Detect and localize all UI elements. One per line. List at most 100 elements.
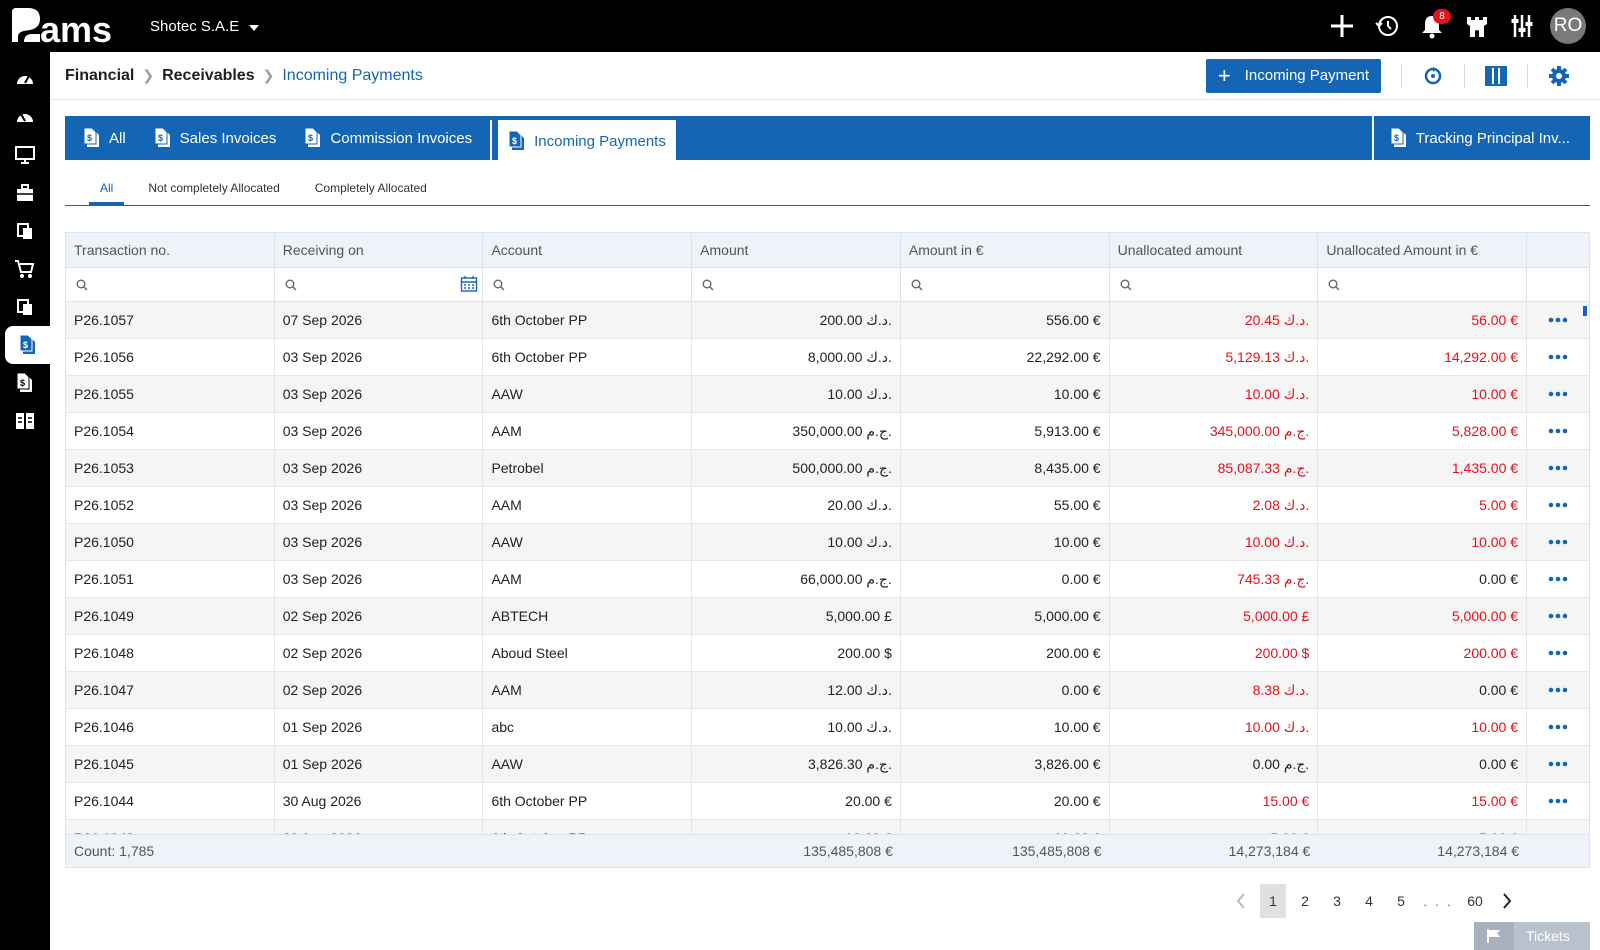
cell-unallocated-amount: 345,000.00 ج.م. bbox=[1110, 413, 1319, 449]
row-more-button[interactable] bbox=[1527, 783, 1589, 819]
sidebar-item-cart[interactable] bbox=[0, 250, 50, 288]
filter-date-input[interactable] bbox=[282, 268, 483, 301]
page-3-button[interactable]: 3 bbox=[1333, 893, 1341, 909]
cell-unallocated-amount-eur: 5.00 € bbox=[1318, 820, 1528, 834]
column-header[interactable]: Account bbox=[483, 233, 693, 267]
cell-unallocated-amount-eur: 10.00 € bbox=[1318, 524, 1528, 560]
filter-transaction-input[interactable] bbox=[74, 268, 274, 301]
sidebar-item-financial[interactable]: $ bbox=[5, 326, 50, 364]
table-row[interactable]: P26.1057 07 Sep 2026 6th October PP 200.00 … bbox=[66, 302, 1589, 339]
pagination-ellipsis: . . . bbox=[1423, 893, 1453, 909]
table-row[interactable]: P26.1044 30 Aug 2026 6th October PP 20.00 €… bbox=[66, 783, 1589, 820]
breadcrumb-financial[interactable]: Financial bbox=[65, 66, 135, 84]
add-incoming-payment-button[interactable]: + Incoming Payment bbox=[1205, 58, 1381, 93]
column-header[interactable]: Unallocated Amount in € bbox=[1318, 233, 1528, 267]
columns-icon[interactable] bbox=[1485, 65, 1507, 87]
calendar-icon[interactable] bbox=[460, 275, 478, 293]
table-row[interactable]: P26.1048 02 Sep 2026 Aboud Steel 200.00 $20… bbox=[66, 635, 1589, 672]
row-more-button[interactable] bbox=[1527, 746, 1589, 782]
sidebar-item-documents[interactable] bbox=[0, 212, 50, 250]
column-header[interactable]: Transaction no. bbox=[66, 233, 275, 267]
castle-icon[interactable] bbox=[1454, 0, 1499, 52]
page-2-button[interactable]: 2 bbox=[1301, 893, 1309, 909]
tab-sales-invoices[interactable]: $ Sales Invoices bbox=[136, 116, 287, 160]
row-more-button[interactable] bbox=[1527, 450, 1589, 486]
filter-unallocated-input[interactable] bbox=[1117, 268, 1318, 301]
subtab-completely-allocated[interactable]: Completely Allocated bbox=[314, 181, 427, 195]
app-logo[interactable]: ams bbox=[0, 0, 150, 52]
table-row[interactable]: P26.1052 03 Sep 2026 AAM 20.00 د.ك. 55.00 €2… bbox=[66, 487, 1589, 524]
prev-page-button[interactable] bbox=[1228, 884, 1254, 918]
row-more-button[interactable] bbox=[1527, 376, 1589, 412]
refresh-icon[interactable] bbox=[1422, 65, 1444, 87]
table-row[interactable]: P26.1055 03 Sep 2026 AAW 10.00 د.ك. 10.00 €1… bbox=[66, 376, 1589, 413]
page-5-button[interactable]: 5 bbox=[1397, 893, 1405, 909]
table-row[interactable]: P26.1051 03 Sep 2026 AAM 66,000.00 ج.م. 0.00… bbox=[66, 561, 1589, 598]
subtab-not-completely-allocated[interactable]: Not completely Allocated bbox=[148, 181, 280, 195]
table-row[interactable]: P26.1049 02 Sep 2026 ABTECH 5,000.00 £5,000… bbox=[66, 598, 1589, 635]
scrollbar-thumb[interactable] bbox=[1583, 306, 1587, 316]
sidebar-item-briefcase[interactable] bbox=[0, 174, 50, 212]
subtab-all[interactable]: All bbox=[89, 181, 125, 205]
row-more-button[interactable] bbox=[1527, 413, 1589, 449]
row-more-button[interactable] bbox=[1527, 820, 1589, 834]
cell-transaction-no: P26.1054 bbox=[66, 413, 275, 449]
sidebar-item-documents-2[interactable] bbox=[0, 288, 50, 326]
sidebar-item-monitor[interactable] bbox=[0, 136, 50, 174]
filter-unallocated-eur-input[interactable] bbox=[1326, 268, 1527, 301]
more-horizontal-icon bbox=[1548, 502, 1568, 508]
sliders-icon[interactable] bbox=[1499, 0, 1544, 52]
company-selector[interactable]: Shotec S.A.E bbox=[150, 18, 260, 35]
cell-unallocated-amount-eur: 1,435.00 € bbox=[1318, 450, 1528, 486]
table-row[interactable]: P26.1056 03 Sep 2026 6th October PP 8,000.0… bbox=[66, 339, 1589, 376]
chevron-left-icon bbox=[1236, 893, 1245, 909]
filter-amount-eur-input[interactable] bbox=[908, 268, 1109, 301]
page-1-button[interactable]: 1 bbox=[1260, 884, 1286, 918]
sidebar-item-dashboard-2[interactable] bbox=[0, 98, 50, 136]
row-more-button[interactable] bbox=[1527, 561, 1589, 597]
next-page-button[interactable] bbox=[1494, 884, 1520, 918]
table-row[interactable]: P26.1046 01 Sep 2026 abc 10.00 د.ك. 10.00 €1… bbox=[66, 709, 1589, 746]
tab-all[interactable]: $ All bbox=[65, 116, 136, 160]
cell-receiving-on: 03 Sep 2026 bbox=[275, 487, 484, 523]
row-more-button[interactable] bbox=[1527, 672, 1589, 708]
page-4-button[interactable]: 4 bbox=[1365, 893, 1373, 909]
row-more-button[interactable] bbox=[1527, 339, 1589, 375]
page-last-button[interactable]: 60 bbox=[1467, 893, 1483, 909]
table-row[interactable]: P26.1053 03 Sep 2026 Petrobel 500,000.00 ج.… bbox=[66, 450, 1589, 487]
table-row[interactable]: P26.1054 03 Sep 2026 AAM 350,000.00 ج.م. 5,9… bbox=[66, 413, 1589, 450]
row-more-button[interactable] bbox=[1527, 524, 1589, 560]
sidebar-item-dashboard[interactable] bbox=[0, 60, 50, 98]
table-body[interactable]: P26.1057 07 Sep 2026 6th October PP 200.00 … bbox=[65, 302, 1590, 834]
table-row[interactable]: P26.1050 03 Sep 2026 AAW 10.00 د.ك. 10.00 €1… bbox=[66, 524, 1589, 561]
row-more-button[interactable] bbox=[1527, 302, 1589, 338]
row-more-button[interactable] bbox=[1527, 487, 1589, 523]
filter-amount-input[interactable] bbox=[700, 268, 900, 301]
filter-account-input[interactable] bbox=[491, 268, 692, 301]
column-header[interactable]: Unallocated amount bbox=[1110, 233, 1319, 267]
breadcrumb-receivables[interactable]: Receivables bbox=[162, 66, 255, 84]
table-row[interactable]: P26.1045 01 Sep 2026 AAW 3,826.30 ج.م. 3,826… bbox=[66, 746, 1589, 783]
gear-icon[interactable] bbox=[1548, 65, 1570, 87]
sidebar-item-reports[interactable] bbox=[0, 402, 50, 440]
sidebar-item-invoice[interactable]: $ bbox=[0, 364, 50, 402]
tab-incoming-payments[interactable]: $ Incoming Payments bbox=[498, 120, 676, 160]
row-more-button[interactable] bbox=[1527, 598, 1589, 634]
column-header[interactable]: Amount in € bbox=[901, 233, 1110, 267]
tab-tracking-principal-invoices[interactable]: $ Tracking Principal Inv... bbox=[1371, 116, 1590, 160]
table-row[interactable]: P26.1047 02 Sep 2026 AAM 12.00 د.ك. 0.00 €8.… bbox=[66, 672, 1589, 709]
history-icon[interactable] bbox=[1364, 0, 1409, 52]
row-more-button[interactable] bbox=[1527, 709, 1589, 745]
add-icon[interactable] bbox=[1319, 0, 1364, 52]
tab-commission-invoices[interactable]: $ Commission Invoices bbox=[286, 116, 482, 160]
invoice-dollar-icon: $ bbox=[154, 127, 170, 147]
cell-receiving-on: 02 Sep 2026 bbox=[275, 672, 484, 708]
column-header[interactable]: Receiving on bbox=[275, 233, 484, 267]
column-header[interactable]: Amount bbox=[692, 233, 901, 267]
tickets-button[interactable]: Tickets bbox=[1474, 922, 1590, 950]
row-more-button[interactable] bbox=[1527, 635, 1589, 671]
invoice-dollar-icon: $ bbox=[83, 127, 99, 147]
user-avatar[interactable]: RO bbox=[1550, 8, 1586, 44]
notifications-bell-icon[interactable]: 8 bbox=[1409, 0, 1454, 52]
